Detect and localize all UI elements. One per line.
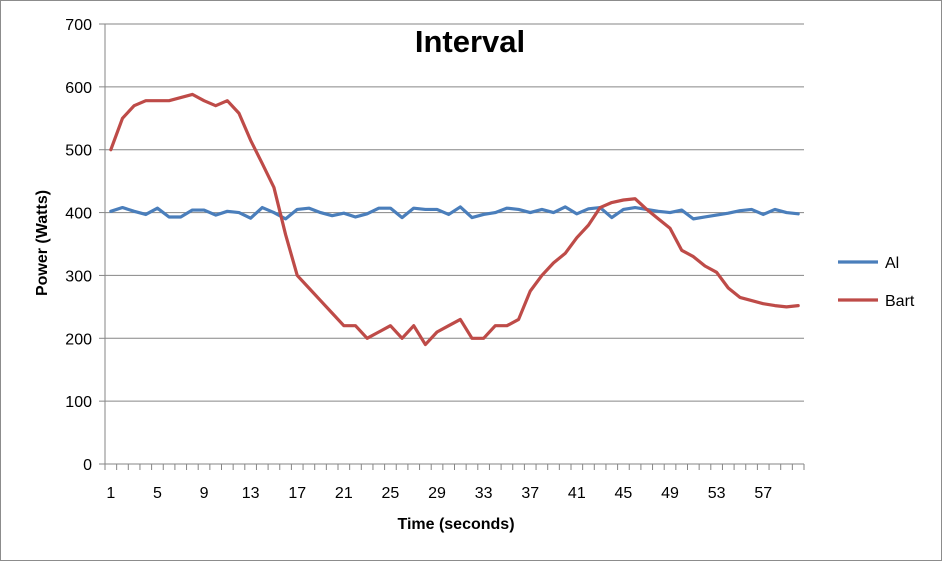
y-tick-label-200: 200: [65, 331, 92, 348]
legend: Al Bart: [838, 255, 915, 310]
axes: [99, 23, 805, 470]
x-tick-label-37: 37: [521, 485, 539, 502]
x-tick-label-29: 29: [428, 485, 446, 502]
legend-label-al: Al: [885, 255, 899, 272]
x-tick-label-53: 53: [708, 485, 726, 502]
x-tick-label-1: 1: [106, 485, 115, 502]
x-tick-label-45: 45: [615, 485, 633, 502]
x-tick-label-13: 13: [242, 485, 260, 502]
y-tick-label-300: 300: [65, 268, 92, 285]
y-axis-title: Power (Watts): [34, 190, 51, 296]
x-tick-label-25: 25: [382, 485, 400, 502]
chart-title: Interval: [415, 24, 525, 59]
tick-labels: 0 100 200 300 400 500 600 700 1 5 9 13 17 21 25 29 33 37 4…: [65, 17, 772, 502]
x-tick-label-49: 49: [661, 485, 679, 502]
x-axis-title: Time (seconds): [397, 516, 514, 533]
x-tick-label-33: 33: [475, 485, 493, 502]
x-tick-label-57: 57: [754, 485, 772, 502]
y-tick-label-600: 600: [65, 80, 92, 97]
x-tick-label-5: 5: [153, 485, 162, 502]
x-tick-label-17: 17: [288, 485, 306, 502]
x-tick-label-41: 41: [568, 485, 586, 502]
series-lines: [109, 92, 800, 347]
y-tick-label-0: 0: [83, 457, 92, 474]
y-tick-label-500: 500: [65, 143, 92, 160]
series-line-bart: [109, 92, 800, 347]
y-tick-label-400: 400: [65, 206, 92, 223]
x-tick-label-21: 21: [335, 485, 353, 502]
series-line-al: [109, 205, 800, 221]
y-tick-label-700: 700: [65, 17, 92, 34]
gridlines: [105, 23, 804, 402]
x-tick-label-9: 9: [200, 485, 209, 502]
y-tick-label-100: 100: [65, 394, 92, 411]
legend-label-bart: Bart: [885, 293, 915, 310]
